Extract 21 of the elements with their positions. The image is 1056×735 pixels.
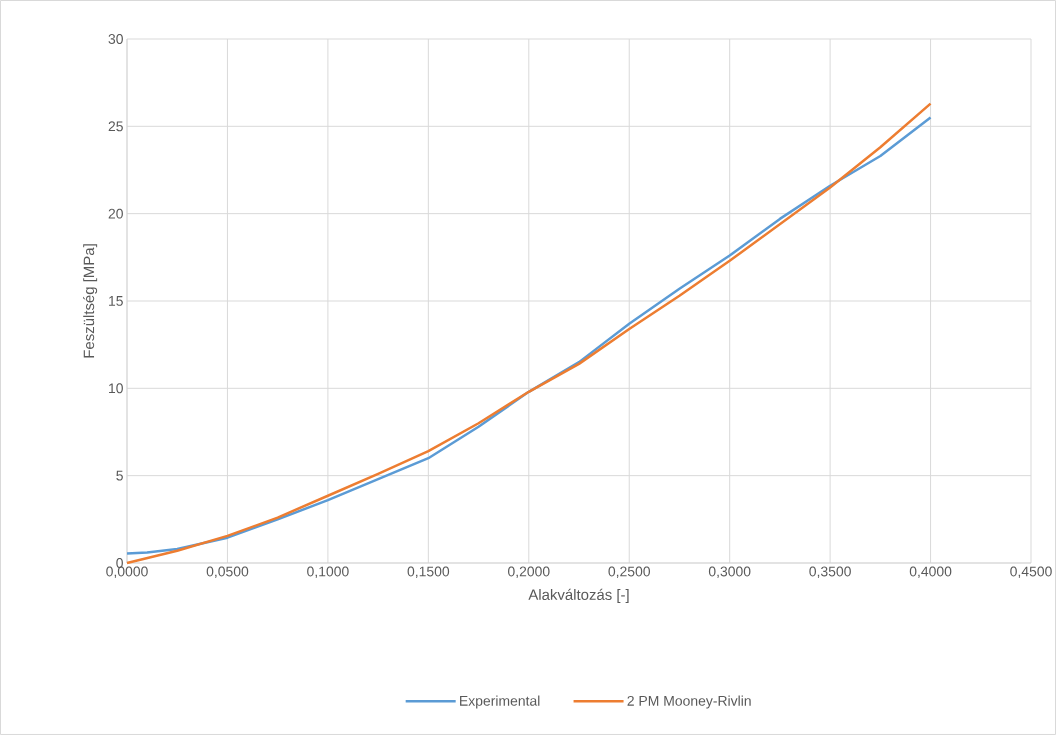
y-tick-label: 10 (109, 383, 123, 394)
x-tick-label: 0,2000 (508, 566, 550, 579)
legend-label: Experimental (460, 695, 540, 709)
y-tick-label: 5 (116, 470, 123, 481)
y-tick-label: 30 (108, 34, 123, 44)
x-tick-label: 0,0000 (106, 566, 148, 579)
y-tick-label: 20 (108, 208, 123, 219)
x-tick-label: 0,0500 (206, 566, 249, 579)
y-tick-label: 0 (116, 558, 123, 568)
legend-label: 2 PM Mooney-Rivlin (627, 695, 751, 709)
x-tick-label: 0,2500 (608, 566, 651, 579)
y-tick-label: 25 (108, 121, 123, 132)
x-tick-label: 0,4000 (909, 566, 952, 579)
y-tick-label: 15 (109, 296, 123, 306)
y-axis-title: Feszültség [MPa] (83, 244, 98, 358)
x-tick-label: 0,4500 (1010, 566, 1052, 579)
x-axis-title: Alakváltozás [-] (528, 588, 629, 603)
x-tick-label: 0,1500 (407, 566, 450, 579)
x-tick-label: 0,3500 (809, 566, 851, 579)
x-tick-label: 0,3000 (708, 566, 751, 579)
x-tick-label: 0,1000 (307, 566, 349, 579)
